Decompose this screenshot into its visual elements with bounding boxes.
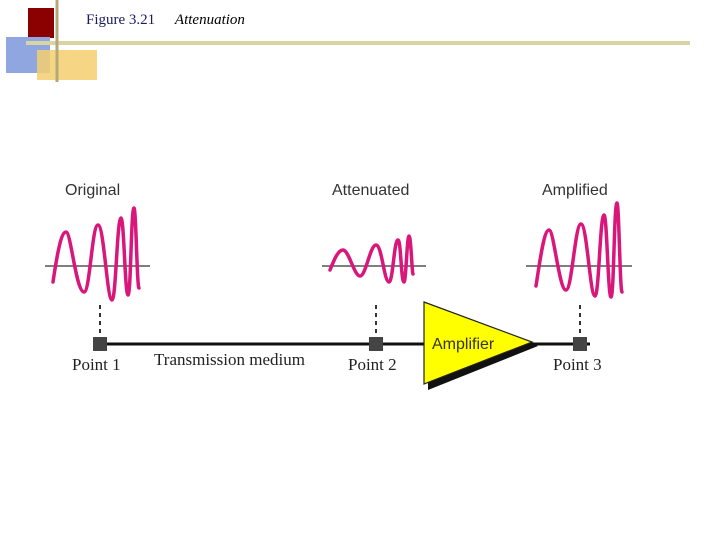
label-original: Original — [65, 182, 120, 199]
header-square-dark-red — [28, 8, 54, 38]
point3-marker — [573, 337, 587, 351]
medium-label: Transmission medium — [154, 350, 305, 369]
original-waveform — [51, 206, 141, 302]
figure-title: Attenuation — [174, 12, 245, 28]
amplifier-label: Amplifier — [432, 336, 495, 353]
point1-label: Point 1 — [72, 355, 121, 374]
point3-label: Point 3 — [553, 355, 602, 374]
attenuated-waveform — [328, 234, 415, 284]
label-amplified: Amplified — [542, 182, 608, 199]
slide-header-decoration — [6, 0, 690, 82]
point1-marker — [93, 337, 107, 351]
amplified-waveform — [534, 201, 624, 299]
point2-marker — [369, 337, 383, 351]
header-square-gold — [37, 50, 97, 80]
figure-number: Figure 3.21 — [86, 12, 156, 28]
figure-caption: Figure 3.21 Attenuation — [86, 12, 245, 29]
amplifier-body — [423, 301, 534, 385]
label-attenuated: Attenuated — [332, 182, 409, 199]
point2-label: Point 2 — [348, 355, 397, 374]
